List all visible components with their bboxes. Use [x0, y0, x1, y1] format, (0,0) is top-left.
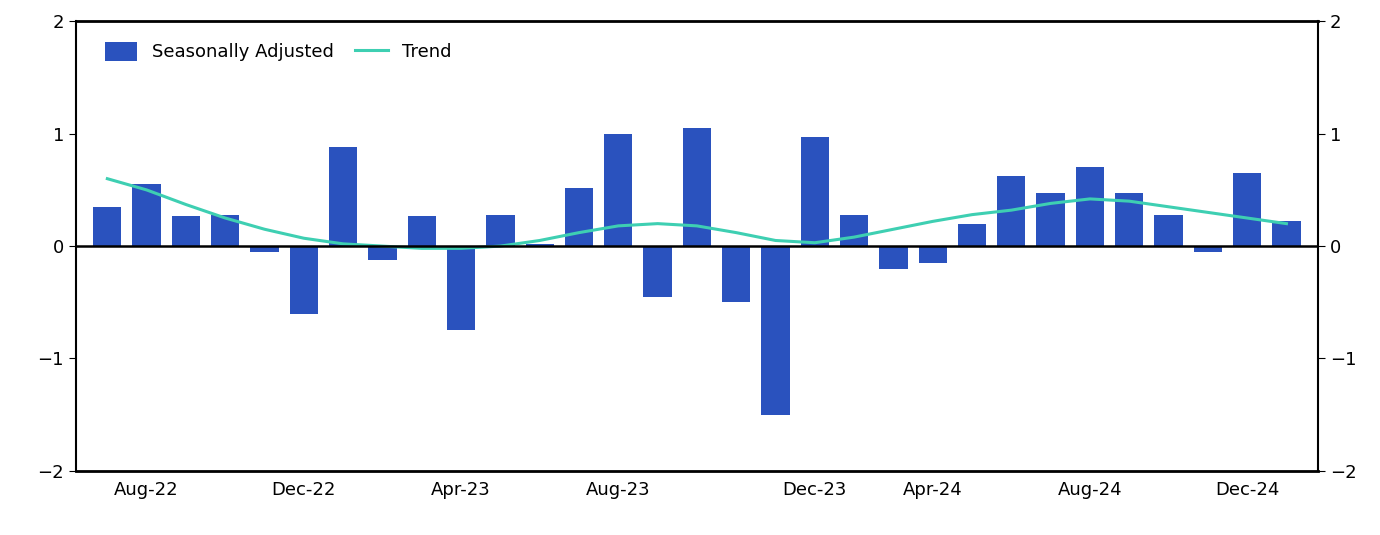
Bar — [290, 246, 317, 314]
Bar — [564, 188, 593, 246]
Bar — [1076, 167, 1104, 246]
Bar — [1194, 246, 1223, 251]
Bar — [94, 207, 121, 246]
Bar — [1155, 215, 1183, 246]
Bar — [368, 246, 396, 259]
Bar — [800, 137, 829, 246]
Bar — [526, 244, 553, 246]
Bar — [447, 246, 475, 330]
Bar — [1115, 193, 1144, 246]
Bar — [1036, 193, 1065, 246]
Bar — [171, 216, 200, 246]
Bar — [683, 128, 711, 246]
Bar — [211, 215, 239, 246]
Bar — [1232, 173, 1261, 246]
Bar — [407, 216, 436, 246]
Bar — [879, 246, 908, 269]
Bar — [604, 134, 632, 246]
Bar — [762, 246, 789, 415]
Bar — [486, 215, 515, 246]
Bar — [919, 246, 947, 263]
Bar — [722, 246, 751, 302]
Bar — [250, 246, 279, 251]
Bar — [328, 147, 357, 246]
Bar — [1272, 221, 1300, 246]
Bar — [998, 177, 1025, 246]
Bar — [840, 215, 868, 246]
Bar — [643, 246, 672, 296]
Bar — [958, 224, 987, 246]
Legend: Seasonally Adjusted, Trend: Seasonally Adjusted, Trend — [98, 35, 458, 68]
Bar — [132, 184, 161, 246]
